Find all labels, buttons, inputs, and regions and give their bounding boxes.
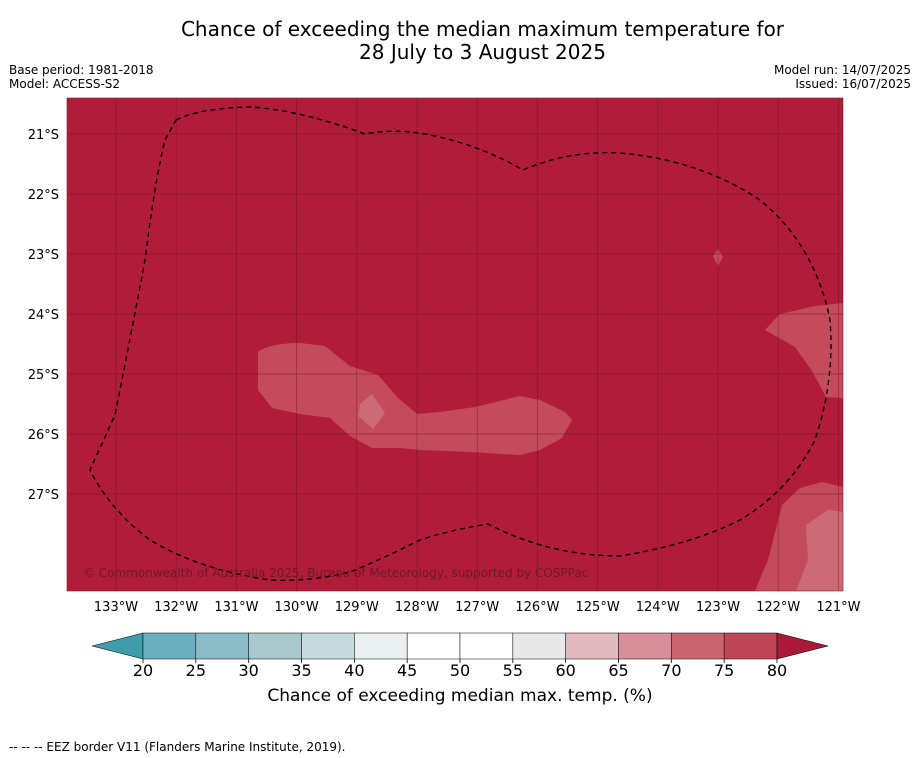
contour-patch-central <box>258 343 572 455</box>
lon-label: 130°W <box>275 600 319 615</box>
lon-label: 126°W <box>515 600 559 615</box>
colorbar-tick-label: 60 <box>555 661 575 680</box>
eez-legend: -- -- -- EEZ border V11 (Flanders Marine… <box>9 740 346 754</box>
colorbar-segment <box>671 632 725 660</box>
latitude-labels: 21°S 22°S 23°S 24°S 25°S 26°S 27°S <box>28 128 59 503</box>
map-copyright: © Commonwealth of Australia 2025, Bureau… <box>83 566 588 580</box>
lon-label: 123°W <box>696 600 740 615</box>
colorbar-tick-label: 65 <box>608 661 628 680</box>
lat-label: 21°S <box>28 128 59 143</box>
title-line-1: Chance of exceeding the median maximum t… <box>180 17 785 41</box>
colorbar-tick-label: 45 <box>397 661 417 680</box>
map-background <box>67 98 843 591</box>
title-line-2: 28 July to 3 August 2025 <box>359 40 606 64</box>
lon-label: 131°W <box>214 600 258 615</box>
contour-patch-southeast-inner <box>796 510 843 591</box>
colorbar-tick-label: 50 <box>450 661 470 680</box>
longitude-labels: 133°W 132°W 131°W 130°W 129°W 128°W 127°W 126°W… <box>94 600 861 615</box>
eez-border <box>89 106 832 581</box>
lon-label: 129°W <box>335 600 379 615</box>
lon-label: 124°W <box>636 600 680 615</box>
colorbar-segment <box>354 632 408 660</box>
map-title: Chance of exceeding the median maximum t… <box>0 18 919 64</box>
lat-label: 25°S <box>28 368 59 383</box>
lon-label: 133°W <box>94 600 138 615</box>
colorbar-segment <box>248 632 302 660</box>
colorbar-segment <box>301 632 355 660</box>
lon-label: 128°W <box>395 600 439 615</box>
model-name: Model: ACCESS-S2 <box>9 77 121 91</box>
lon-label: 121°W <box>816 600 860 615</box>
colorbar-tick-label: 30 <box>238 661 258 680</box>
colorbar-tick-label: 80 <box>767 661 787 680</box>
lat-label: 23°S <box>28 248 59 263</box>
colorbar-segment <box>406 632 461 660</box>
colorbar-label: Chance of exceeding median max. temp. (%… <box>267 686 653 706</box>
contour-patch-central-inner <box>358 394 385 429</box>
colorbar-segment <box>142 632 197 660</box>
meta-left: Base period: 1981-2018 Model: ACCESS-S2 <box>9 63 154 91</box>
colorbar-under-arrow <box>91 632 144 660</box>
colorbar-tick-label: 70 <box>661 661 681 680</box>
colorbar-segment <box>723 632 778 660</box>
lat-label: 27°S <box>28 488 59 503</box>
colorbar-segment <box>512 632 566 660</box>
colorbar-tick-label: 35 <box>291 661 311 680</box>
colorbar-tick-label: 40 <box>344 661 364 680</box>
colorbar-segment <box>565 632 619 660</box>
colorbar-segment <box>195 632 249 660</box>
lon-label: 132°W <box>154 600 198 615</box>
map-gridlines <box>67 98 843 591</box>
base-period: Base period: 1981-2018 <box>9 63 154 77</box>
colorbar-tick-label: 20 <box>133 661 153 680</box>
colorbar-segment <box>618 632 672 660</box>
model-run: Model run: 14/07/2025 <box>773 63 911 77</box>
lat-label: 24°S <box>28 308 59 323</box>
colorbar-tick-label: 25 <box>186 661 206 680</box>
map-frame <box>66 97 844 592</box>
colorbar-tick-label: 55 <box>503 661 523 680</box>
meta-right: Model run: 14/07/2025 Issued: 16/07/2025 <box>774 63 911 91</box>
lat-label: 26°S <box>28 428 59 443</box>
lon-label: 122°W <box>756 600 800 615</box>
colorbar-over-arrow <box>776 632 829 660</box>
colorbar-tick-label: 75 <box>714 661 734 680</box>
lon-label: 127°W <box>455 600 499 615</box>
issued-date: Issued: 16/07/2025 <box>795 77 911 91</box>
colorbar: 20 25 30 35 40 45 50 55 60 65 70 75 80 <box>91 632 829 680</box>
lat-label: 22°S <box>28 188 59 203</box>
lon-label: 125°W <box>576 600 620 615</box>
colorbar-segment <box>459 632 514 660</box>
